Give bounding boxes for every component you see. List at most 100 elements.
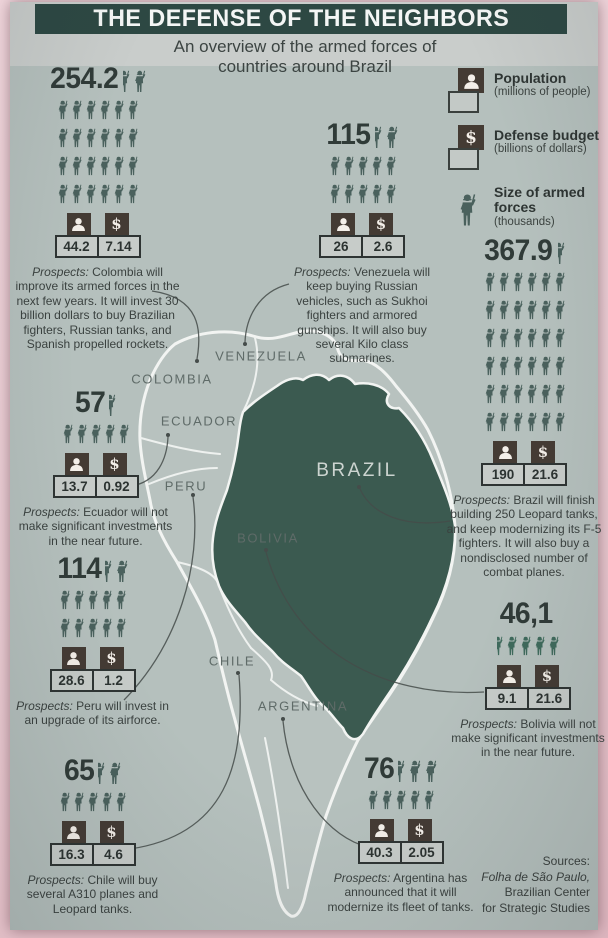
sources-org-1: Brazilian Center bbox=[504, 885, 590, 900]
title-banner: THE DEFENSE OF THE NEIGHBORS bbox=[35, 4, 567, 34]
soldier-icon bbox=[61, 419, 74, 444]
soldier-icon bbox=[384, 151, 397, 176]
soldier-pictograph bbox=[15, 95, 180, 207]
population-value: 28.6 bbox=[49, 669, 94, 692]
budget-value: 21.6 bbox=[527, 686, 571, 710]
soldier-icon bbox=[84, 179, 97, 204]
soldier-icon bbox=[126, 151, 139, 176]
population-value: 26 bbox=[319, 235, 363, 258]
soldier-icon bbox=[86, 585, 99, 610]
soldier-icon bbox=[539, 323, 552, 348]
soldier-icon bbox=[539, 295, 552, 320]
soldier-icon bbox=[132, 64, 147, 93]
soldier-icon bbox=[98, 179, 111, 204]
soldier-icon bbox=[511, 379, 524, 404]
dollar-icon: $ bbox=[458, 125, 484, 150]
soldier-icon bbox=[380, 785, 393, 810]
legend-label: Population bbox=[494, 70, 567, 86]
stat-boxes: $ 9.1 21.6 bbox=[448, 664, 608, 710]
soldier-icon bbox=[422, 785, 435, 810]
forces-value: 76 bbox=[363, 751, 395, 785]
soldier-icon bbox=[70, 179, 83, 204]
soldier-icon bbox=[519, 631, 532, 656]
soldier-icon bbox=[539, 379, 552, 404]
soldier-icon bbox=[557, 236, 566, 265]
page-subtitle: An overview of the armed forces of count… bbox=[173, 37, 437, 77]
soldier-icon bbox=[483, 323, 496, 348]
soldier-icon bbox=[384, 179, 397, 204]
legend-label: Size of armed forces bbox=[494, 184, 586, 216]
soldier-icon bbox=[72, 787, 85, 812]
soldier-pictograph bbox=[282, 151, 442, 207]
population-icon bbox=[331, 213, 355, 235]
soldier-icon bbox=[84, 95, 97, 120]
soldier-pictograph bbox=[10, 787, 175, 815]
country-section-argentina: 76 $ 40.3 2.05 Prospects: Argentina has a… bbox=[318, 751, 483, 914]
soldier-icon bbox=[328, 179, 341, 204]
soldier-icon bbox=[112, 179, 125, 204]
soldier-icon bbox=[114, 585, 127, 610]
soldier-icon bbox=[483, 379, 496, 404]
page-title: THE DEFENSE OF THE NEIGHBORS bbox=[93, 5, 509, 32]
soldier-icon bbox=[58, 585, 71, 610]
legend-population: Population (millions of people) bbox=[446, 68, 604, 113]
population-icon bbox=[497, 664, 521, 687]
soldier-icon bbox=[483, 267, 496, 292]
soldier-icon bbox=[407, 754, 422, 783]
dollar-icon: $ bbox=[99, 647, 124, 669]
soldier-icon bbox=[89, 419, 102, 444]
soldier-icon bbox=[374, 120, 383, 149]
forces-partial-icons bbox=[98, 756, 122, 785]
soldier-icon bbox=[112, 95, 125, 120]
budget-value: 4.6 bbox=[91, 843, 136, 866]
forces-value: 114 bbox=[56, 551, 102, 585]
soldier-icon bbox=[114, 787, 127, 812]
budget-value: 2.6 bbox=[361, 235, 405, 258]
budget-value: 7.14 bbox=[96, 235, 141, 258]
soldier-icon bbox=[525, 295, 538, 320]
soldier-icon bbox=[328, 151, 341, 176]
soldier-icon bbox=[423, 754, 438, 783]
soldier-icon bbox=[117, 419, 130, 444]
legend: Population (millions of people) $ Defense… bbox=[446, 68, 604, 242]
country-section-chile: 65 $ 16.3 4.6 Prospects: Chile will buy s… bbox=[10, 755, 175, 916]
map-label-chile: CHILE bbox=[208, 653, 256, 669]
soldier-icon bbox=[58, 787, 71, 812]
soldier-icon bbox=[483, 407, 496, 432]
infographic-page: THE DEFENSE OF THE NEIGHBORS An overview… bbox=[10, 2, 605, 930]
stat-boxes: $ 26 2.6 bbox=[282, 213, 442, 258]
soldier-icon bbox=[394, 785, 407, 810]
soldier-icon bbox=[126, 95, 139, 120]
soldier-icon bbox=[446, 182, 488, 228]
sources-label: Sources: bbox=[542, 854, 590, 868]
prospects-text: Prospects: Bolivia will not make signifi… bbox=[451, 716, 605, 760]
budget-value: 2.05 bbox=[399, 841, 444, 864]
map-label-peru: PERU bbox=[164, 478, 208, 494]
soldier-icon bbox=[553, 295, 566, 320]
prospects-text: Prospects: Colombia will improve its arm… bbox=[15, 265, 180, 351]
soldier-icon bbox=[342, 151, 355, 176]
soldier-icon bbox=[384, 120, 399, 149]
soldier-icon bbox=[98, 95, 111, 120]
population-value: 9.1 bbox=[485, 686, 529, 710]
value-box bbox=[448, 91, 479, 113]
soldier-icon bbox=[497, 295, 510, 320]
population-icon bbox=[61, 821, 86, 843]
soldier-icon bbox=[553, 351, 566, 376]
legend-sublabel: (thousands) bbox=[494, 215, 555, 228]
soldier-icon bbox=[105, 554, 113, 583]
dollar-icon: $ bbox=[407, 819, 432, 841]
legend-forces: Size of armed forces (thousands) bbox=[446, 182, 604, 229]
soldier-pictograph bbox=[448, 631, 608, 659]
forces-partial-icons bbox=[374, 120, 399, 149]
sources-block: Sources: Folha de São Paulo, Brazilian C… bbox=[440, 854, 590, 916]
soldier-icon bbox=[497, 379, 510, 404]
soldier-icon bbox=[100, 613, 113, 638]
soldier-icon bbox=[356, 179, 369, 204]
prospects-text: Prospects: Peru will invest in an upgrad… bbox=[16, 699, 169, 728]
soldier-pictograph bbox=[18, 419, 173, 447]
soldier-icon bbox=[86, 613, 99, 638]
soldier-icon bbox=[100, 787, 113, 812]
soldier-icon bbox=[505, 631, 518, 656]
legend-sublabel: (billions of dollars) bbox=[494, 143, 587, 156]
